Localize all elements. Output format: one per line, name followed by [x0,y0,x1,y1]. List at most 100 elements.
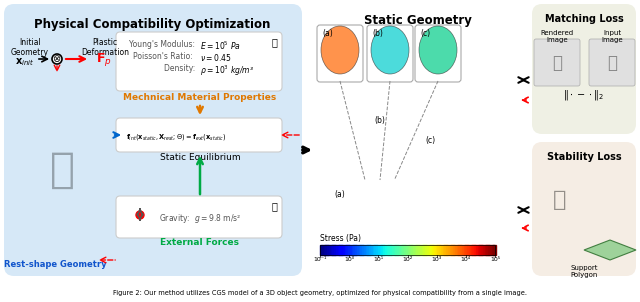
Bar [369,245,371,255]
Bar [434,245,436,255]
Bar [465,245,467,255]
Text: Plastic
Deformation: Plastic Deformation [81,38,129,57]
Bar [406,245,408,255]
Bar [329,245,331,255]
Bar [451,245,454,255]
Bar [455,245,457,255]
FancyBboxPatch shape [116,32,282,91]
Text: 🔒: 🔒 [271,37,277,47]
Text: Initial
Geometry: Initial Geometry [11,38,49,57]
Bar [461,245,464,255]
Bar [409,245,412,255]
Text: Density:: Density: [164,64,200,73]
Bar [327,245,329,255]
Bar [390,245,392,255]
Bar [336,245,338,255]
FancyBboxPatch shape [415,25,461,82]
Bar [458,245,461,255]
Bar [449,245,452,255]
Bar [476,245,478,255]
Text: 🔒: 🔒 [271,201,277,211]
Bar [344,245,347,255]
Bar [388,245,390,255]
Bar [472,245,474,255]
Bar [413,245,415,255]
Bar [422,245,424,255]
Bar [346,245,349,255]
Bar [441,245,443,255]
Text: Stress (Pa): Stress (Pa) [320,234,361,243]
Bar [430,245,433,255]
Text: 10⁵: 10⁵ [490,257,500,262]
Bar [394,245,396,255]
Bar [334,245,336,255]
Text: Gravity:  $g = 9.8$ m/s²: Gravity: $g = 9.8$ m/s² [159,212,241,225]
Bar [399,245,401,255]
Text: 🩰: 🩰 [49,149,74,191]
Ellipse shape [371,26,409,74]
Bar [332,245,335,255]
Bar [378,245,380,255]
Text: (a): (a) [335,191,346,200]
Bar [437,245,440,255]
Bar [322,245,324,255]
Bar [427,245,429,255]
FancyBboxPatch shape [116,118,282,152]
Bar [320,245,495,255]
Bar [408,245,410,255]
Text: Figure 2: Our method utilizes CGS model of a 3D object geometry, optimized for p: Figure 2: Our method utilizes CGS model … [113,290,527,296]
Bar [477,245,480,255]
Bar [442,245,445,255]
Text: 10²: 10² [403,257,413,262]
Bar [348,245,350,255]
Text: Support
Polygon: Support Polygon [570,265,598,278]
Bar [484,245,487,255]
Bar [385,245,387,255]
Text: $\mathbf{F}_p$: $\mathbf{F}_p$ [96,50,112,68]
Bar [387,245,388,255]
Bar [403,245,404,255]
Circle shape [52,54,62,64]
Bar [330,245,333,255]
Bar [325,245,328,255]
FancyBboxPatch shape [317,25,363,82]
Bar [380,245,381,255]
Bar [435,245,438,255]
Bar [463,245,466,255]
Bar [401,245,403,255]
Bar [411,245,413,255]
Bar [483,245,485,255]
Bar [486,245,488,255]
Bar [367,245,369,255]
Text: $\| \cdot - \cdot \|_2$: $\| \cdot - \cdot \|_2$ [563,88,605,102]
Bar [323,245,326,255]
Text: Rendered
Image: Rendered Image [540,30,573,43]
FancyBboxPatch shape [308,4,526,276]
Bar [320,245,323,255]
Bar [467,245,469,255]
FancyBboxPatch shape [532,142,636,276]
Bar [404,245,406,255]
Bar [415,245,417,255]
Text: $\mathbf{x}_{init}$: $\mathbf{x}_{init}$ [15,56,35,68]
Text: 🩰: 🩰 [554,190,566,210]
FancyBboxPatch shape [589,39,635,86]
Bar [349,245,352,255]
Text: 10⁰: 10⁰ [344,257,355,262]
Bar [341,245,343,255]
Bar [432,245,435,255]
Text: Input
Image: Input Image [601,30,623,43]
Text: (c): (c) [425,136,435,144]
Bar [448,245,450,255]
Bar [364,245,366,255]
Polygon shape [584,240,636,260]
Bar [360,245,362,255]
Ellipse shape [321,26,359,74]
Text: Static Geometry: Static Geometry [364,14,472,27]
Bar [353,245,355,255]
FancyBboxPatch shape [534,39,580,86]
Bar [351,245,354,255]
Text: Stability Loss: Stability Loss [547,152,621,162]
Bar [356,245,359,255]
Text: (b): (b) [372,29,383,38]
